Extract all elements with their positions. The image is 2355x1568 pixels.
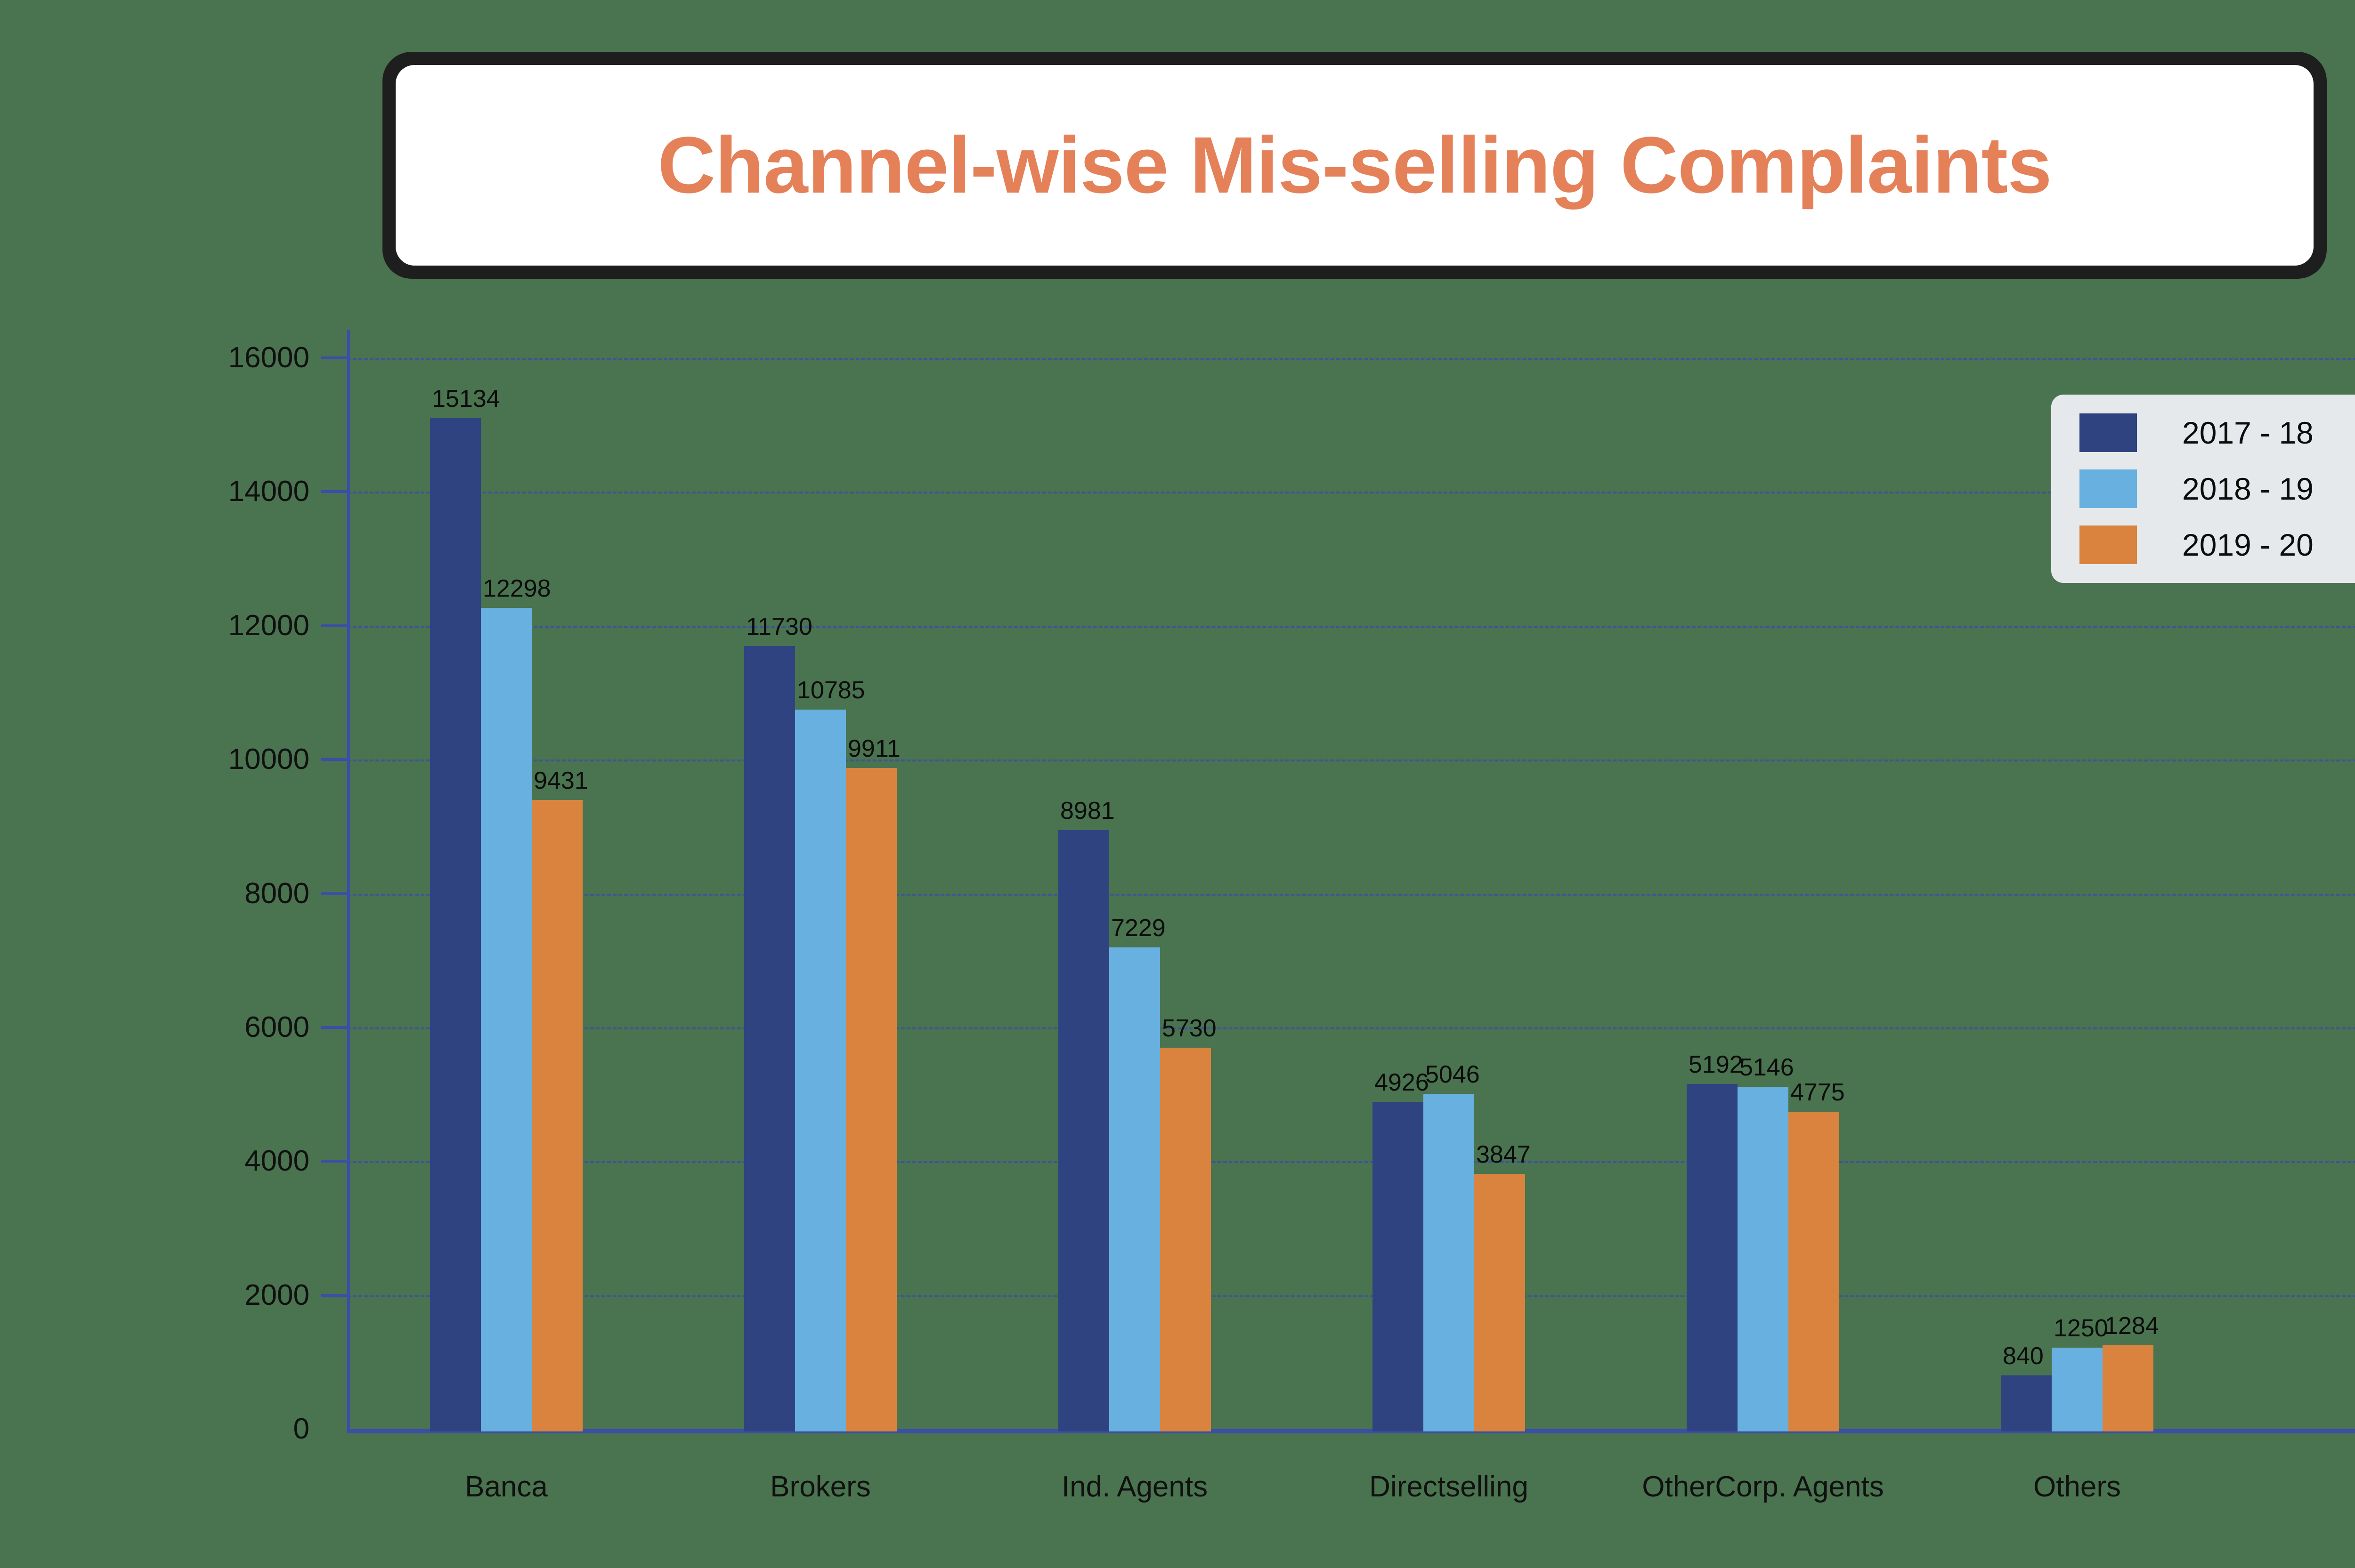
legend-item[interactable]: 2017 - 18 [2079,413,2355,452]
bar-value-label: 5730 [1162,1015,1217,1043]
legend-color-swatch [2079,413,2137,452]
bar-banca-2017-18[interactable] [430,418,481,1431]
gridline [347,893,2355,896]
bar-brokers-2018-19[interactable] [795,709,846,1431]
x-axis-tick-label: Brokers [770,1471,871,1503]
x-axis-tick-label: Others [2033,1471,2121,1503]
y-axis-tick-mark [321,758,347,761]
title-card-inner: Channel-wise Mis-selling Complaints [396,65,2314,266]
bar-brokers-2017-18[interactable] [744,646,795,1431]
y-axis-tick-mark [321,490,347,493]
gridline [347,1161,2355,1164]
y-axis-tick-mark [321,1026,347,1029]
bar-value-label: 9911 [848,735,901,762]
bar-others-2017-18[interactable] [2001,1375,2052,1431]
bar-value-label: 4926 [1374,1068,1429,1096]
bar-value-label: 15134 [432,385,500,413]
bar-value-label: 1250 [2054,1315,2108,1342]
y-axis-tick-mark [321,356,347,359]
legend-item[interactable]: 2018 - 19 [2079,469,2355,508]
bar-value-label: 10785 [797,676,865,704]
bar-group [744,358,897,1431]
bar-value-label: 3847 [1476,1141,1531,1168]
bar-brokers-2019-20[interactable] [846,768,897,1431]
bar-ind-agents-2017-18[interactable] [1058,830,1109,1431]
bar-banca-2018-19[interactable] [481,608,532,1431]
gridline [347,492,2355,494]
legend-item[interactable]: 2019 - 20 [2079,525,2355,564]
x-axis-tick-label: Directselling [1369,1471,1528,1503]
legend-label: 2019 - 20 [2182,527,2314,562]
bar-group [1687,358,1839,1431]
y-axis-tick-mark [321,1293,347,1297]
bar-othercorp-agents-2018-19[interactable] [1738,1087,1788,1431]
bar-value-label: 7229 [1111,914,1166,942]
y-axis-spine [347,330,350,1431]
gridline [347,625,2355,628]
y-axis-tick-label: 0 [293,1413,309,1445]
bar-othercorp-agents-2017-18[interactable] [1687,1083,1738,1431]
bar-banca-2019-20[interactable] [532,800,583,1431]
y-axis-tick-mark [321,892,347,895]
bar-value-label: 840 [2003,1342,2044,1370]
bar-value-label: 4775 [1790,1079,1845,1107]
y-axis-tick-label: 4000 [244,1145,309,1178]
bar-value-label: 8981 [1060,797,1115,824]
y-axis-tick-label: 12000 [228,609,309,642]
y-axis-tick-label: 14000 [228,475,309,508]
x-axis-tick-label: Banca [465,1471,548,1503]
y-axis-tick-mark [321,624,347,627]
bar-directselling-2019-20[interactable] [1474,1174,1525,1431]
gridline [347,760,2355,762]
gridline [347,1027,2355,1029]
y-axis-tick-label: 6000 [244,1010,309,1043]
legend-color-swatch [2079,469,2137,508]
y-axis-tick-mark [321,1160,347,1163]
bar-others-2018-19[interactable] [2052,1348,2103,1431]
x-axis-tick-label: Ind. Agents [1061,1471,1208,1503]
legend-label: 2018 - 19 [2182,471,2314,506]
bar-group [1372,358,1525,1431]
chart-title: Channel-wise Mis-selling Complaints [658,121,2052,210]
bar-value-label: 12298 [483,575,551,603]
bar-group [430,358,583,1431]
bar-othercorp-agents-2019-20[interactable] [1788,1112,1839,1431]
bar-directselling-2017-18[interactable] [1372,1101,1423,1431]
bar-ind-agents-2018-19[interactable] [1109,947,1160,1431]
gridline [347,358,2355,360]
plot-area [347,358,2355,1433]
bar-ind-agents-2019-20[interactable] [1160,1048,1211,1431]
y-axis-tick-label: 10000 [228,743,309,776]
bar-group [1058,358,1211,1431]
y-axis-tick-label: 8000 [244,877,309,910]
bar-value-label: 5046 [1425,1060,1480,1088]
bar-value-label: 5146 [1739,1054,1794,1082]
y-axis-tick-label: 2000 [244,1278,309,1311]
bar-value-label: 1284 [2104,1312,2159,1340]
y-axis-tick-label: 16000 [228,341,309,374]
bar-directselling-2018-19[interactable] [1423,1093,1474,1431]
x-axis-tick-label: OtherCorp. Agents [1642,1471,1884,1503]
bar-group [2001,358,2153,1431]
legend: 2017 - 18 2018 - 19 2019 - 20 [2051,395,2355,583]
gridline [347,1295,2355,1297]
bar-others-2019-20[interactable] [2103,1345,2153,1431]
legend-color-swatch [2079,525,2137,564]
x-axis-baseline [347,1429,2355,1433]
bar-value-label: 11730 [746,613,812,641]
legend-label: 2017 - 18 [2182,415,2314,450]
bar-value-label: 5192 [1689,1051,1743,1078]
bar-value-label: 9431 [534,767,588,795]
title-card: Channel-wise Mis-selling Complaints [382,52,2327,279]
